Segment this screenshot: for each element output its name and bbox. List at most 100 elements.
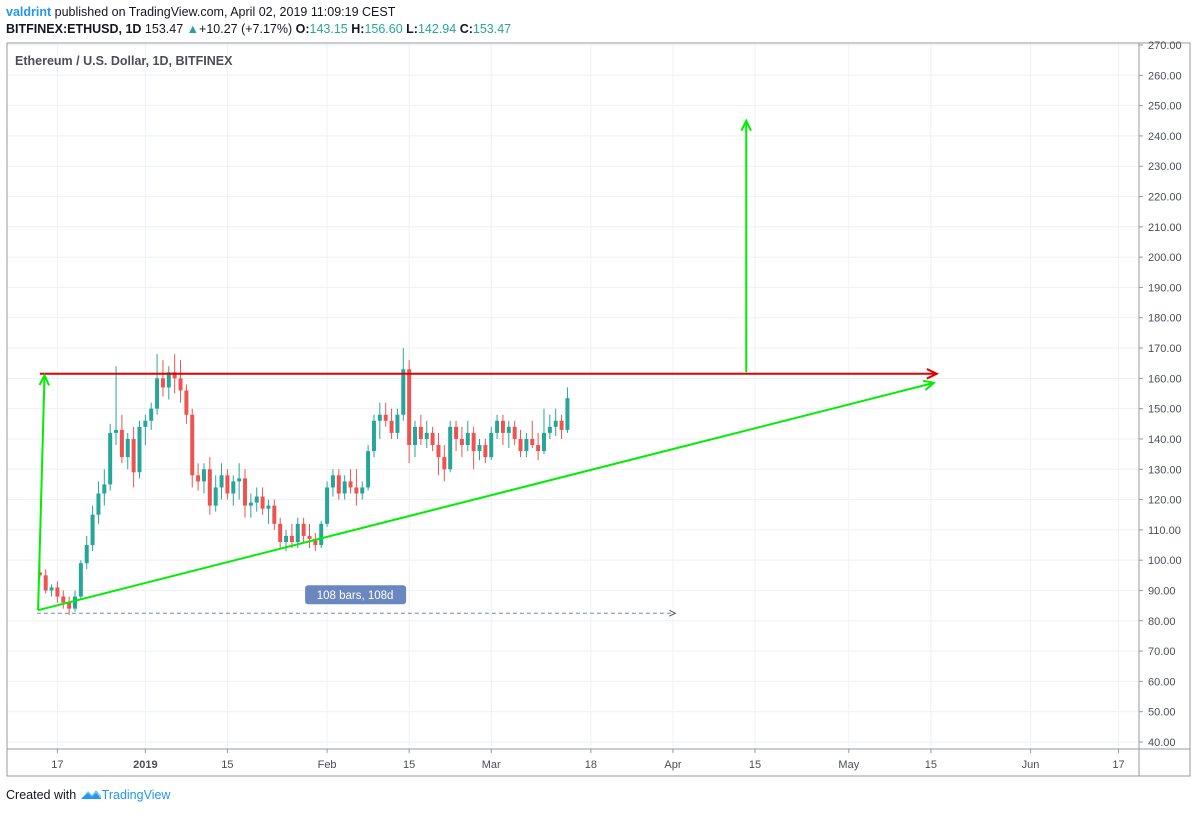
down-candle	[243, 469, 248, 518]
candle-body	[518, 438, 523, 452]
candle-body	[284, 535, 289, 542]
price-tick-label: 70.00	[1148, 646, 1176, 658]
down-candle	[260, 487, 265, 515]
price-tick-label: 100.00	[1148, 555, 1182, 567]
drawing-tools[interactable]	[37, 118, 940, 612]
time-tick-label: 2019	[133, 759, 157, 771]
candle-body	[541, 432, 546, 452]
candle-body	[313, 538, 318, 546]
candle-body	[102, 484, 107, 494]
low-label: L:	[406, 22, 418, 36]
price-axis[interactable]: 40.00 50.00 60.00 70.00 80.00 90.00 100.00 110.…	[1139, 40, 1182, 749]
ascending-support-line	[37, 381, 935, 612]
up-candle	[166, 366, 171, 400]
candle-body	[96, 493, 101, 515]
down-candle	[407, 360, 412, 464]
candle-body	[114, 429, 119, 433]
candle-body	[325, 487, 330, 524]
candle-body	[55, 587, 60, 597]
down-candle	[459, 426, 464, 458]
price-tick-label: 200.00	[1148, 252, 1182, 264]
candle-body	[500, 420, 505, 433]
candle-body	[201, 469, 206, 482]
up-candle	[108, 423, 113, 491]
time-tick-label: May	[838, 759, 859, 771]
time-tick-label: Jun	[1022, 759, 1040, 771]
down-candle	[225, 469, 230, 500]
down-candle	[61, 590, 66, 609]
down-candle	[307, 523, 312, 549]
time-tick-label: 15	[925, 759, 937, 771]
price-tick-label: 140.00	[1148, 434, 1182, 446]
candle-body	[342, 481, 347, 494]
candle-body	[454, 426, 459, 439]
price-tick-label: 40.00	[1148, 737, 1176, 749]
down-candle	[471, 426, 476, 470]
candle-body	[471, 432, 476, 452]
candle-body	[442, 457, 447, 470]
triangle-up-icon: ▲	[186, 22, 200, 36]
up-candle	[84, 535, 89, 570]
up-candle	[565, 387, 570, 433]
candle-body	[155, 378, 160, 409]
measure-badge-label: 108 bars, 108d	[317, 590, 394, 602]
last-price: 153.47	[144, 22, 184, 36]
candle-body	[272, 505, 277, 524]
open-value: 143.15	[309, 22, 348, 36]
price-tick-label: 160.00	[1148, 373, 1182, 385]
time-tick-label: 15	[749, 759, 761, 771]
up-candle	[149, 402, 154, 430]
down-candle	[483, 438, 488, 464]
grid-lines	[7, 43, 1139, 749]
up-candle	[553, 408, 558, 436]
candle-body	[78, 563, 83, 597]
measure-arrowhead	[669, 609, 677, 617]
down-candle	[530, 420, 535, 449]
up-candle	[395, 408, 400, 439]
down-candle	[55, 581, 60, 603]
candle-body	[448, 426, 453, 470]
up-candle	[489, 426, 494, 461]
candle-body	[61, 596, 66, 603]
candle-body	[436, 445, 441, 458]
price-tick-label: 130.00	[1148, 464, 1182, 476]
up-candle	[330, 469, 335, 497]
tradingview-brand-link[interactable]: TradingView	[101, 788, 171, 802]
date-range-measure[interactable]: 108 bars, 108d	[36, 585, 677, 617]
up-candle	[295, 517, 300, 549]
candle-body	[260, 496, 265, 509]
up-candle	[541, 408, 546, 455]
candle-body	[73, 596, 77, 609]
ohlc-line: BITFINEX:ETHUSD, 1D 153.47 ▲+10.27 (+7.1…	[6, 22, 511, 36]
price-change: +10.27 (+7.17%)	[199, 22, 293, 36]
candle-body	[424, 432, 429, 439]
time-axis[interactable]: 17 2019 15 Feb 15 Mar 18 Apr 15 May 15 Jun 17	[51, 749, 1125, 771]
price-tick-label: 220.00	[1148, 192, 1182, 204]
candle-body	[67, 602, 72, 609]
up-candle	[143, 414, 148, 446]
candle-body	[243, 478, 248, 506]
down-candle	[518, 429, 523, 458]
candle-body	[178, 378, 183, 391]
price-tick-label: 210.00	[1148, 222, 1182, 234]
down-candle	[500, 414, 505, 446]
candle-body	[307, 535, 312, 539]
created-with-text: Created with	[6, 788, 77, 802]
up-candle	[254, 487, 259, 512]
candle-body	[401, 369, 406, 415]
price-tick-label: 250.00	[1148, 101, 1182, 113]
candle-body	[506, 426, 511, 433]
up-candle	[114, 366, 119, 446]
up-candle	[49, 584, 54, 597]
candle-body	[553, 420, 558, 427]
down-candle	[301, 517, 306, 542]
up-candle	[360, 481, 365, 500]
up-candle	[424, 420, 429, 449]
up-candle	[371, 414, 376, 458]
down-candle	[119, 414, 124, 464]
author-link[interactable]: valdrint	[6, 5, 52, 19]
price-tick-label: 80.00	[1148, 616, 1176, 628]
down-candle	[184, 384, 189, 424]
